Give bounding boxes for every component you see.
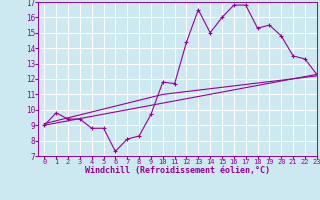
X-axis label: Windchill (Refroidissement éolien,°C): Windchill (Refroidissement éolien,°C) [85,166,270,175]
